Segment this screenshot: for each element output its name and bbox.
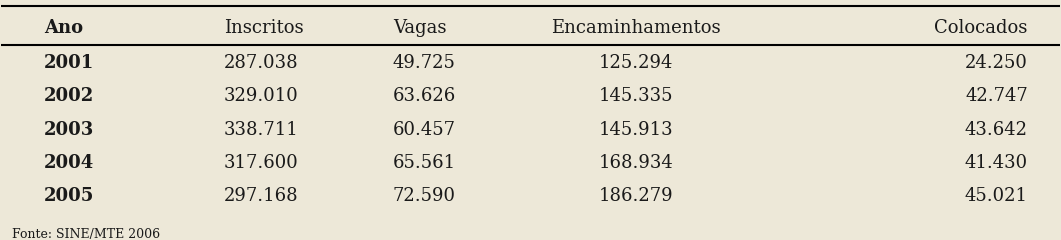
Text: 145.913: 145.913	[599, 120, 674, 138]
Text: Vagas: Vagas	[393, 19, 447, 37]
Text: 49.725: 49.725	[393, 54, 456, 72]
Text: 63.626: 63.626	[393, 87, 456, 105]
Text: 65.561: 65.561	[393, 154, 456, 172]
Text: Inscritos: Inscritos	[224, 19, 303, 37]
Text: 2003: 2003	[44, 120, 94, 138]
Text: 297.168: 297.168	[224, 187, 298, 205]
Text: 125.294: 125.294	[599, 54, 674, 72]
Text: 60.457: 60.457	[393, 120, 456, 138]
Text: 186.279: 186.279	[599, 187, 674, 205]
Text: 145.335: 145.335	[599, 87, 674, 105]
Text: 2005: 2005	[44, 187, 94, 205]
Text: 41.430: 41.430	[964, 154, 1028, 172]
Text: Encaminhamentos: Encaminhamentos	[552, 19, 721, 37]
Text: 72.590: 72.590	[393, 187, 456, 205]
Text: 43.642: 43.642	[964, 120, 1028, 138]
Text: 24.250: 24.250	[966, 54, 1028, 72]
Text: Fonte: SINE/MTE 2006: Fonte: SINE/MTE 2006	[12, 228, 160, 240]
Text: 317.600: 317.600	[224, 154, 298, 172]
Text: Colocados: Colocados	[935, 19, 1028, 37]
Text: 2001: 2001	[44, 54, 94, 72]
Text: 42.747: 42.747	[966, 87, 1028, 105]
Text: 338.711: 338.711	[224, 120, 298, 138]
Text: 168.934: 168.934	[599, 154, 674, 172]
Text: 2002: 2002	[44, 87, 94, 105]
Text: 2004: 2004	[44, 154, 94, 172]
Text: Ano: Ano	[44, 19, 83, 37]
Text: 287.038: 287.038	[224, 54, 298, 72]
Text: 45.021: 45.021	[964, 187, 1028, 205]
Text: 329.010: 329.010	[224, 87, 298, 105]
